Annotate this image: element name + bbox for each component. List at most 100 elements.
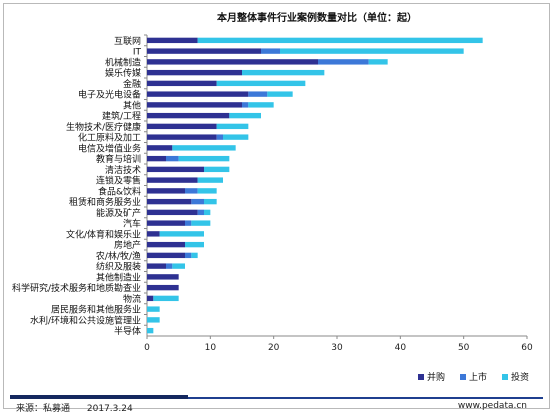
category-label: 农/林/牧/渔 bbox=[96, 250, 141, 262]
bar-segment bbox=[159, 231, 204, 237]
bar-segment bbox=[229, 112, 261, 119]
source-label: 来源：私募通 bbox=[16, 404, 71, 414]
legend-swatch bbox=[502, 374, 508, 380]
bar-segment bbox=[166, 155, 179, 162]
legend-swatch bbox=[460, 374, 466, 380]
bar-segment bbox=[147, 317, 160, 323]
category-label: 水利/环境和公共设施管理业 bbox=[30, 314, 141, 326]
bar-segment bbox=[147, 188, 185, 194]
bar-segment bbox=[216, 80, 306, 87]
bar-segment bbox=[147, 80, 217, 87]
category-label: IT bbox=[133, 48, 142, 58]
bar-segment bbox=[242, 69, 325, 76]
bar-segment bbox=[147, 274, 179, 280]
category-label: 科学研究/技术服务和地质勘查业 bbox=[12, 282, 141, 294]
bar-segment bbox=[197, 209, 204, 216]
bar-segment bbox=[147, 198, 192, 205]
category-label: 半导体 bbox=[114, 325, 141, 337]
chart-title: 本月整体事件行业案例数量对比（单位：起） bbox=[217, 11, 417, 24]
bar-segment bbox=[147, 123, 217, 130]
category-label: 互联网 bbox=[114, 36, 141, 47]
website-link[interactable]: www.pedata.cn bbox=[457, 401, 527, 411]
category-label: 机械制造 bbox=[105, 56, 141, 68]
legend-label: 并购 bbox=[427, 371, 445, 383]
category-label: 租赁和商务服务业 bbox=[69, 196, 141, 208]
bar-segment bbox=[178, 155, 230, 162]
bar-segment bbox=[147, 284, 179, 291]
category-label: 能源及矿产 bbox=[96, 207, 141, 219]
bar-segment bbox=[197, 177, 223, 183]
bar-segment bbox=[147, 37, 198, 44]
legend-swatch bbox=[418, 374, 424, 380]
bar-segment bbox=[147, 48, 261, 54]
bar-segment bbox=[318, 59, 369, 65]
bar-segment bbox=[147, 327, 154, 334]
bar-segment bbox=[280, 48, 464, 54]
bar-segment bbox=[267, 91, 293, 97]
category-label: 食品&饮料 bbox=[98, 185, 141, 197]
category-label: 生物技术/医疗健康 bbox=[66, 121, 141, 133]
category-label: 金融 bbox=[123, 78, 141, 90]
category-label: 纺织及服装 bbox=[96, 261, 141, 273]
bar-segment bbox=[191, 198, 204, 205]
category-label: 文化/体育和娱乐业 bbox=[66, 228, 141, 240]
category-label: 清洁技术 bbox=[105, 164, 141, 176]
bar-segment bbox=[147, 306, 160, 312]
category-label: 居民服务和其他服务业 bbox=[51, 304, 141, 316]
bar-segment bbox=[147, 231, 160, 237]
chart-canvas: 本月整体事件行业案例数量对比（单位：起） 0 10 20 30 40 50 60 互联网IT机械… bbox=[12, 11, 533, 383]
category-label: 房地产 bbox=[114, 239, 141, 251]
bar-segment bbox=[204, 209, 211, 216]
bar-segment bbox=[147, 241, 185, 248]
x-tick-label: 10 bbox=[205, 343, 217, 353]
bar-segment bbox=[223, 134, 249, 140]
bar-segment bbox=[185, 241, 204, 248]
category-label: 物流 bbox=[123, 293, 141, 305]
bar-segment bbox=[185, 252, 192, 259]
bar-segment bbox=[204, 166, 230, 173]
bar-segment bbox=[147, 69, 242, 76]
bar-segment bbox=[242, 102, 249, 108]
bar-segment bbox=[185, 188, 198, 194]
x-tick-label: 30 bbox=[331, 343, 343, 353]
source-note: 来源：私募通 2017.3.24 bbox=[16, 401, 147, 414]
category-label: 连锁及零售 bbox=[96, 175, 141, 187]
bar-segment bbox=[147, 59, 318, 65]
x-tick-label: 20 bbox=[268, 343, 280, 353]
category-label: 娱乐传媒 bbox=[105, 67, 141, 79]
x-tick-label: 60 bbox=[521, 343, 533, 353]
bar-segment bbox=[197, 188, 217, 194]
category-label: 汽车 bbox=[123, 218, 141, 230]
bar-segment bbox=[147, 252, 185, 259]
bar-segment bbox=[216, 134, 223, 140]
bar-segment bbox=[166, 263, 173, 269]
bar-segment bbox=[172, 145, 236, 151]
bar-segment bbox=[147, 112, 230, 119]
bar-segment bbox=[248, 102, 274, 108]
bar-segment bbox=[191, 252, 198, 259]
bar-segment bbox=[197, 37, 483, 44]
bar-segment bbox=[172, 263, 185, 269]
category-label: 其他 bbox=[123, 99, 141, 111]
bar-segment bbox=[191, 220, 211, 226]
x-tick-label: 50 bbox=[458, 343, 470, 353]
category-label: 电信及增值业务 bbox=[78, 142, 141, 154]
category-label: 其他制造业 bbox=[96, 271, 141, 283]
legend-label: 上市 bbox=[469, 371, 487, 383]
bar-segment bbox=[147, 155, 166, 162]
bar-segment bbox=[147, 166, 204, 173]
x-tick-label: 40 bbox=[395, 343, 407, 353]
bar-segment bbox=[261, 48, 280, 54]
source-date: 2017.3.24 bbox=[86, 404, 133, 414]
footer-accent-bar bbox=[10, 395, 188, 399]
bar-segment bbox=[147, 91, 249, 97]
bar-segment bbox=[153, 295, 179, 302]
category-label: 建筑/工程 bbox=[102, 110, 141, 122]
category-label: 电子及光电设备 bbox=[78, 89, 141, 101]
category-label: 教育与培训 bbox=[96, 153, 141, 165]
bar-segment bbox=[216, 123, 249, 130]
bar-segment bbox=[147, 220, 185, 226]
bar-segment bbox=[147, 263, 166, 269]
bar-segment bbox=[147, 134, 217, 140]
bar-segment bbox=[204, 198, 217, 205]
